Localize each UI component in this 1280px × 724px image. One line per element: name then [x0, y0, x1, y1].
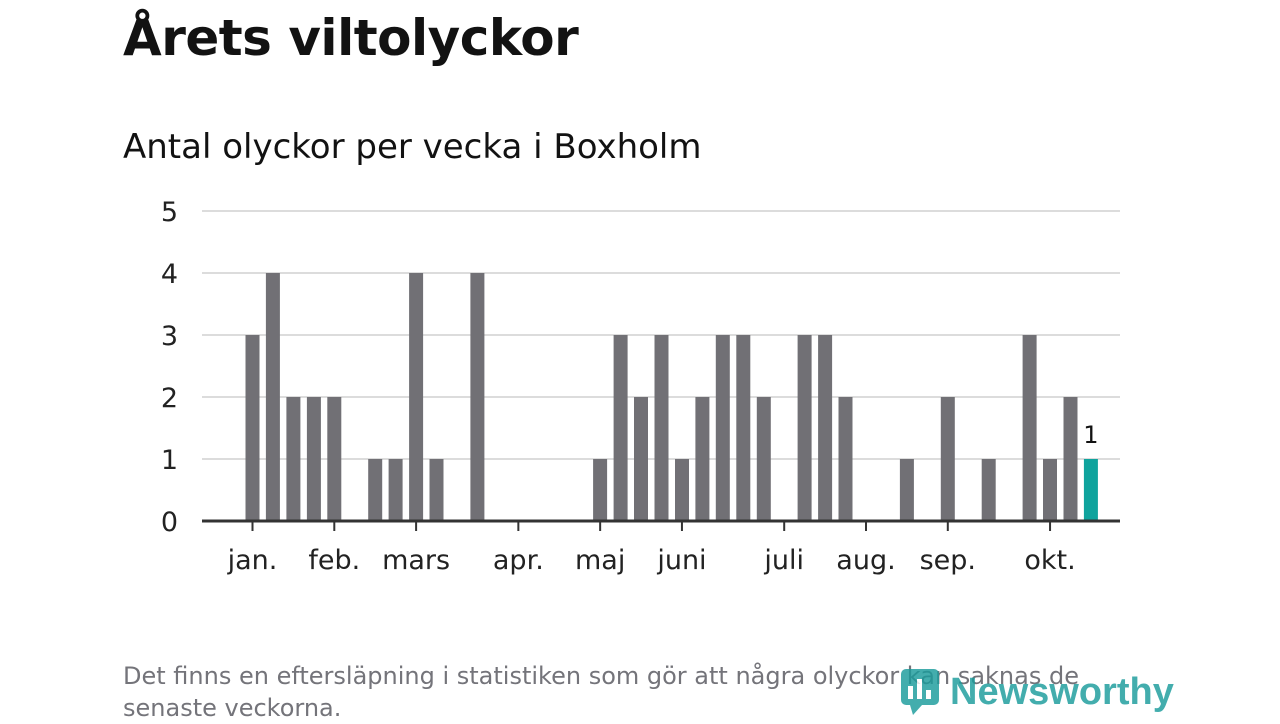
bar	[695, 397, 710, 521]
bar-highlight	[1083, 459, 1098, 521]
bar	[429, 459, 444, 521]
x-tick-label: juni	[656, 545, 706, 576]
bar	[756, 397, 771, 521]
bar-chart: 0 1 2 3 4 5 1 jan. feb. mars apr. maj juni juli aug. se…	[161, 197, 1120, 576]
bar	[327, 397, 342, 521]
y-tick-label: 3	[161, 321, 178, 352]
bar	[675, 459, 689, 521]
y-tick-label: 0	[161, 507, 178, 538]
bar	[245, 335, 260, 521]
bar	[613, 335, 628, 521]
bar	[940, 397, 955, 521]
bar	[899, 459, 914, 521]
bar	[368, 459, 383, 521]
y-tick-label: 2	[161, 383, 178, 414]
x-tick-label: mars	[382, 545, 450, 576]
y-tick-label: 4	[161, 259, 178, 290]
bar	[1022, 335, 1037, 521]
x-tick-label: okt.	[1024, 545, 1075, 576]
bar	[818, 335, 833, 521]
bar	[286, 397, 301, 521]
x-tick-label: aug.	[836, 545, 895, 576]
bar	[654, 335, 669, 521]
x-tick-label: feb.	[308, 545, 360, 576]
bar	[265, 273, 280, 521]
newsworthy-logo-icon	[901, 669, 939, 715]
y-tick-label: 1	[161, 445, 178, 476]
bar	[981, 459, 996, 521]
bar	[470, 273, 485, 521]
bar	[1043, 459, 1057, 521]
bar	[388, 459, 403, 521]
x-tick-label: sep.	[920, 545, 976, 576]
x-tick-label: juli	[763, 545, 804, 576]
x-tick-label: apr.	[493, 545, 544, 576]
bar	[715, 335, 730, 521]
chart-subtitle: Antal olyckor per vecka i Boxholm	[123, 127, 702, 167]
x-tick-label: jan.	[227, 545, 278, 576]
bar	[1063, 397, 1078, 521]
newsworthy-logo: Newsworthy	[900, 668, 1174, 716]
bar	[306, 397, 321, 521]
bar	[409, 273, 424, 521]
bar	[634, 397, 648, 521]
bar	[736, 335, 751, 521]
bar	[838, 397, 853, 521]
y-tick-label: 5	[161, 197, 178, 228]
chart-title: Årets viltolyckor	[123, 9, 579, 67]
newsworthy-logo-text: Newsworthy	[950, 671, 1174, 713]
data-label: 1	[1083, 421, 1098, 449]
bar	[593, 459, 608, 521]
bar	[797, 335, 812, 521]
x-tick-label: maj	[575, 545, 625, 576]
